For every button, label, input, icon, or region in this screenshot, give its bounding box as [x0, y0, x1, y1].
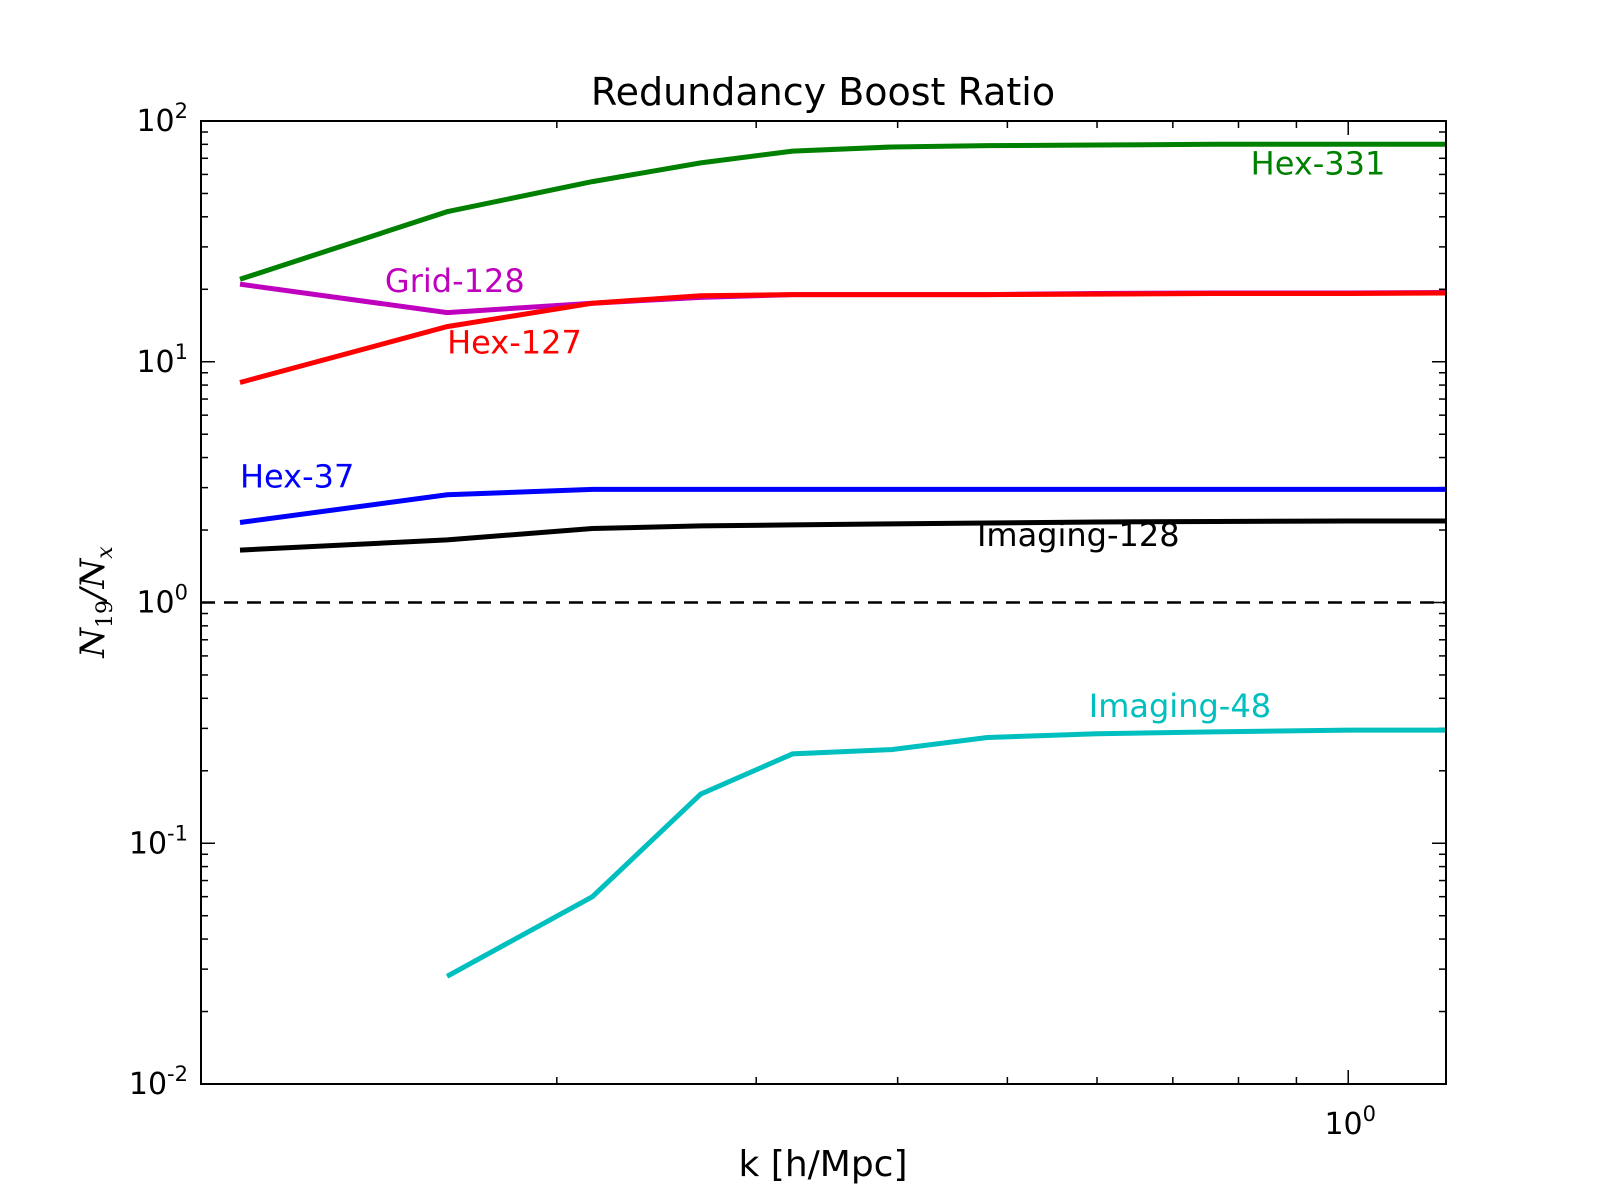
series-label: Hex-37 [240, 458, 354, 496]
series-line [445, 727, 1446, 979]
series-line [239, 518, 1446, 553]
tick-labels: 102 101 100 10-1 10-2 100 [129, 99, 1376, 1142]
y-tick-label: 10-1 [129, 821, 188, 861]
y-tick-label: 101 [136, 340, 188, 380]
series-label: Grid-128 [385, 262, 525, 300]
series-label: Imaging-48 [1089, 687, 1271, 725]
y-tick-label: 10-2 [129, 1062, 188, 1102]
series-line [239, 141, 1446, 282]
series-layer [239, 141, 1447, 979]
x-tick-label: 100 [1324, 1102, 1376, 1142]
y-axis-label: N19/Nx [73, 546, 118, 659]
series-label: Hex-331 [1251, 144, 1386, 182]
series-label: Imaging-128 [977, 516, 1180, 554]
chart-title: Redundancy Boost Ratio [591, 70, 1055, 114]
x-axis-label: k [h/Mpc] [738, 1144, 907, 1185]
series-label: Hex-127 [447, 324, 582, 362]
y-tick-label: 102 [136, 99, 188, 139]
series-line [239, 290, 1447, 385]
y-tick-label: 100 [136, 581, 188, 621]
series-labels: Hex-331 Grid-128 Hex-127 Hex-37 Imaging-128 I… [240, 144, 1385, 724]
plot-frame [200, 120, 1447, 1085]
series-line [239, 486, 1446, 525]
